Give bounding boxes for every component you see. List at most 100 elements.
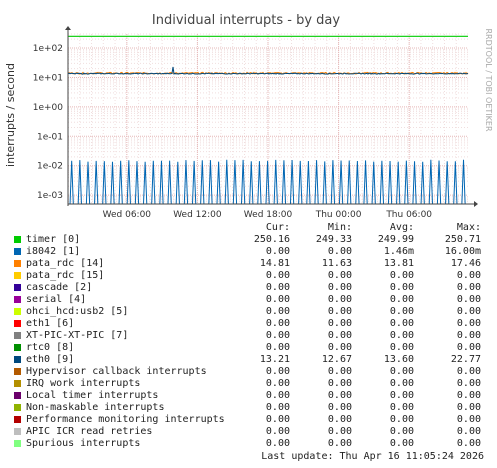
legend-max-value: 0.00 bbox=[456, 342, 481, 353]
legend-entry: pata_rdc [14] 14.81 11.63 13.81 17.46 bbox=[0, 258, 497, 270]
legend-min-value: 0.00 bbox=[327, 438, 352, 449]
axes bbox=[65, 26, 478, 207]
legend-swatch bbox=[14, 416, 21, 423]
legend-swatch bbox=[14, 368, 21, 375]
legend-series-name: pata_rdc [15] bbox=[26, 270, 105, 281]
legend-min-value: 0.00 bbox=[327, 282, 352, 293]
legend-avg-value: 0.00 bbox=[389, 270, 414, 281]
legend-series-name: Local timer interrupts bbox=[26, 390, 159, 401]
legend-max-value: 0.00 bbox=[456, 378, 481, 389]
legend-min-value: 12.67 bbox=[321, 354, 352, 365]
legend-entry: Performance monitoring interrupts 0.00 0.0… bbox=[0, 414, 497, 426]
y-tick-label: 1e-02 bbox=[37, 162, 63, 172]
legend-max-value: 0.00 bbox=[456, 402, 481, 413]
legend-entry: serial [4] 0.00 0.00 0.00 0.00 bbox=[0, 294, 497, 306]
legend-min-value: 0.00 bbox=[327, 378, 352, 389]
legend-series-name: APIC ICR read retries bbox=[26, 426, 153, 437]
x-tick-label: Wed 18:00 bbox=[244, 210, 293, 220]
col-min: Min: bbox=[327, 222, 352, 233]
legend-series-name: Non-maskable interrupts bbox=[26, 402, 165, 413]
legend-avg-value: 1.46m bbox=[383, 246, 414, 257]
legend-avg-value: 0.00 bbox=[389, 306, 414, 317]
legend-min-value: 0.00 bbox=[327, 330, 352, 341]
legend-entry: ohci_hcd:usb2 [5] 0.00 0.00 0.00 0.00 bbox=[0, 306, 497, 318]
legend-cur-value: 0.00 bbox=[265, 402, 290, 413]
legend-min-value: 0.00 bbox=[327, 270, 352, 281]
legend-swatch bbox=[14, 344, 21, 351]
legend-swatch bbox=[14, 296, 21, 303]
legend-entry: i8042 [1] 0.00 0.00 1.46m 16.00m bbox=[0, 246, 497, 258]
col-max: Max: bbox=[456, 222, 481, 233]
legend-swatch bbox=[14, 272, 21, 279]
legend-entry: eth0 [9] 13.21 12.67 13.60 22.77 bbox=[0, 354, 497, 366]
legend-series-name: i8042 [1] bbox=[26, 246, 81, 257]
legend-max-value: 22.77 bbox=[450, 354, 481, 365]
legend-swatch bbox=[14, 440, 21, 447]
legend-cur-value: 0.00 bbox=[265, 282, 290, 293]
legend-swatch bbox=[14, 428, 21, 435]
legend-entry: Spurious interrupts 0.00 0.00 0.00 0.00 bbox=[0, 438, 497, 450]
legend-avg-value: 0.00 bbox=[389, 318, 414, 329]
legend-series-name: cascade [2] bbox=[26, 282, 93, 293]
series-line-10 bbox=[67, 66, 469, 75]
col-cur: Cur: bbox=[265, 222, 290, 233]
legend-min-value: 0.00 bbox=[327, 402, 352, 413]
legend-series-name: ohci_hcd:usb2 [5] bbox=[26, 306, 129, 317]
y-tick-label: 1e+02 bbox=[33, 44, 63, 54]
y-tick-label: 1e+00 bbox=[33, 103, 64, 113]
legend-series-name: Spurious interrupts bbox=[26, 438, 141, 449]
legend-entry: pata_rdc [15] 0.00 0.00 0.00 0.00 bbox=[0, 270, 497, 282]
x-tick-label: Wed 06:00 bbox=[103, 210, 152, 220]
legend-max-value: 17.46 bbox=[450, 258, 481, 269]
legend-swatch bbox=[14, 248, 21, 255]
legend-swatch bbox=[14, 236, 21, 243]
legend-avg-value: 0.00 bbox=[389, 426, 414, 437]
legend-min-value: 0.00 bbox=[327, 318, 352, 329]
x-tick-label: Thu 00:00 bbox=[315, 210, 362, 220]
legend-entry: XT-PIC-XT-PIC [7] 0.00 0.00 0.00 0.00 bbox=[0, 330, 497, 342]
legend-max-value: 0.00 bbox=[456, 366, 481, 377]
legend-avg-value: 0.00 bbox=[389, 390, 414, 401]
x-tick-label: Wed 12:00 bbox=[173, 210, 222, 220]
rrdtool-credit: RRDTOOL / TOBI OETIKER bbox=[484, 28, 493, 131]
legend-min-value: 11.63 bbox=[321, 258, 352, 269]
legend-min-value: 0.00 bbox=[327, 294, 352, 305]
legend-avg-value: 13.60 bbox=[383, 354, 414, 365]
legend-cur-value: 0.00 bbox=[265, 378, 290, 389]
legend-swatch bbox=[14, 356, 21, 363]
legend-cur-value: 0.00 bbox=[265, 414, 290, 425]
legend-cur-value: 0.00 bbox=[265, 294, 290, 305]
legend-avg-value: 0.00 bbox=[389, 342, 414, 353]
legend-cur-value: 0.00 bbox=[265, 270, 290, 281]
legend-series-name: timer [0] bbox=[26, 234, 81, 245]
legend-avg-value: 0.00 bbox=[389, 414, 414, 425]
legend-cur-value: 250.16 bbox=[253, 234, 290, 245]
legend-entry: rtc0 [8] 0.00 0.00 0.00 0.00 bbox=[0, 342, 497, 354]
legend-avg-value: 0.00 bbox=[389, 378, 414, 389]
legend-series-name: IRQ work interrupts bbox=[26, 378, 141, 389]
legend-max-value: 0.00 bbox=[456, 282, 481, 293]
legend-max-value: 16.00m bbox=[444, 246, 481, 257]
legend-avg-value: 0.00 bbox=[389, 438, 414, 449]
legend-series-name: eth0 [9] bbox=[26, 354, 75, 365]
legend-min-value: 0.00 bbox=[327, 390, 352, 401]
legend-entry: Hypervisor callback interrupts 0.00 0.00 0.… bbox=[0, 366, 497, 378]
y-tick-label: 1e-03 bbox=[37, 191, 63, 201]
last-update: Last update: Thu Apr 16 11:05:24 2026 bbox=[261, 451, 484, 462]
legend-cur-value: 0.00 bbox=[265, 426, 290, 437]
legend-cur-value: 0.00 bbox=[265, 390, 290, 401]
y-axis-label: interrupts / second bbox=[4, 63, 17, 167]
legend-swatch bbox=[14, 392, 21, 399]
legend-cur-value: 13.21 bbox=[259, 354, 290, 365]
legend-entry: eth1 [6] 0.00 0.00 0.00 0.00 bbox=[0, 318, 497, 330]
legend-max-value: 250.71 bbox=[444, 234, 481, 245]
legend-swatch bbox=[14, 332, 21, 339]
legend-max-value: 0.00 bbox=[456, 330, 481, 341]
legend-swatch bbox=[14, 284, 21, 291]
legend-max-value: 0.00 bbox=[456, 390, 481, 401]
interrupts-chart: Individual interrupts - by day interrupt… bbox=[4, 13, 493, 220]
legend-series-name: XT-PIC-XT-PIC [7] bbox=[26, 330, 129, 341]
legend-entry: cascade [2] 0.00 0.00 0.00 0.00 bbox=[0, 282, 497, 294]
legend-min-value: 0.00 bbox=[327, 306, 352, 317]
legend-max-value: 0.00 bbox=[456, 426, 481, 437]
